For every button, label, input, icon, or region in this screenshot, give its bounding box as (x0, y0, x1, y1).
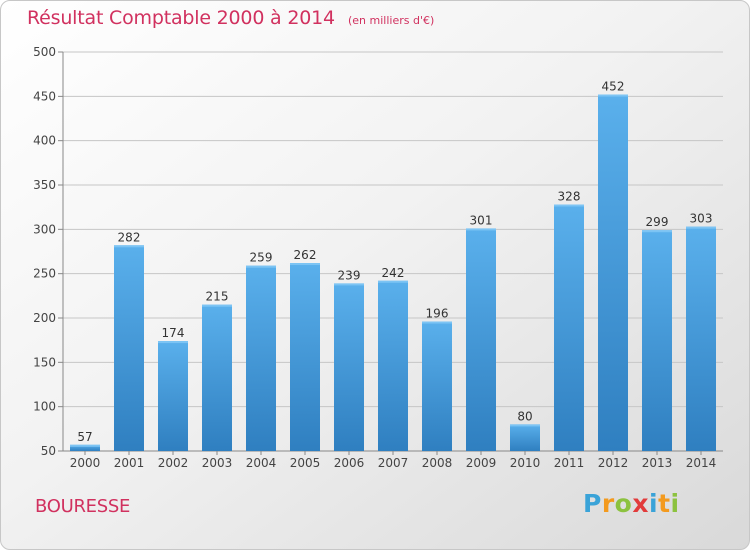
x-tick-label: 2002 (158, 456, 189, 470)
bar-top-highlight (334, 283, 364, 286)
x-tick-label: 2014 (686, 456, 717, 470)
data-label: 303 (690, 212, 713, 226)
bar-top-highlight (686, 226, 716, 229)
logo-letter: x (632, 489, 649, 518)
chart-subtitle: (en milliers d'€) (347, 14, 435, 27)
y-tick-label: 400 (33, 134, 56, 148)
x-tick-label: 2013 (642, 456, 673, 470)
bar-2000 (70, 444, 100, 451)
bar-top-highlight (466, 228, 496, 231)
bar-top-highlight (510, 424, 540, 427)
logo-letter: i (670, 489, 680, 518)
bar-2005 (290, 263, 320, 451)
data-label: 80 (517, 409, 532, 423)
bar-top-highlight (422, 321, 452, 324)
bar-2011 (554, 204, 584, 451)
data-label: 282 (118, 230, 141, 244)
bar-2007 (378, 280, 408, 451)
bar-top-highlight (642, 230, 672, 233)
bar-2010 (510, 424, 540, 451)
bar-top-highlight (246, 265, 276, 268)
x-tick-label: 2012 (598, 456, 629, 470)
x-tick-label: 2008 (422, 456, 453, 470)
bar-2012 (598, 94, 628, 451)
data-label: 215 (206, 290, 229, 304)
bar-2001 (114, 245, 144, 451)
bar-top-highlight (290, 263, 320, 266)
y-tick-label: 200 (33, 311, 56, 325)
logo-letter: r (601, 489, 615, 518)
bar-2002 (158, 341, 188, 451)
bar-2014 (686, 226, 716, 451)
data-label: 328 (558, 190, 581, 204)
logo-letter: i (649, 489, 659, 518)
data-label: 196 (426, 307, 449, 321)
data-label: 259 (250, 251, 273, 265)
x-tick-label: 2005 (290, 456, 321, 470)
y-tick-label: 450 (33, 89, 56, 103)
commune-name: BOURESSE (35, 496, 131, 517)
y-tick-label: 500 (33, 45, 56, 59)
bar-top-highlight (114, 245, 144, 248)
data-label: 452 (602, 80, 625, 94)
bar-2003 (202, 304, 232, 451)
bar-top-highlight (70, 444, 100, 447)
data-label: 174 (162, 326, 185, 340)
bar-2004 (246, 265, 276, 451)
y-tick-label: 150 (33, 355, 56, 369)
data-label: 299 (646, 215, 669, 229)
data-label: 239 (338, 268, 361, 282)
bar-2008 (422, 321, 452, 451)
x-tick-label: 2011 (554, 456, 585, 470)
logo-letter: P (583, 489, 602, 518)
bar-2013 (642, 230, 672, 451)
x-tick-label: 2004 (246, 456, 277, 470)
y-tick-label: 350 (33, 178, 56, 192)
bar-top-highlight (158, 341, 188, 344)
bar-top-highlight (554, 204, 584, 207)
bar-2006 (334, 283, 364, 451)
y-tick-label: 50 (41, 444, 56, 458)
y-tick-label: 250 (33, 267, 56, 281)
title-row: Résultat Comptable 2000 à 2014 (en milli… (27, 7, 434, 29)
bar-top-highlight (202, 304, 232, 307)
logo-letter: o (614, 489, 633, 518)
bar-2009 (466, 228, 496, 451)
y-tick-label: 100 (33, 400, 56, 414)
x-tick-label: 2000 (70, 456, 101, 470)
data-label: 262 (294, 248, 317, 262)
bar-top-highlight (378, 280, 408, 283)
x-tick-label: 2001 (114, 456, 145, 470)
bar-top-highlight (598, 94, 628, 97)
data-label: 242 (382, 266, 405, 280)
x-tick-label: 2009 (466, 456, 497, 470)
x-tick-label: 2007 (378, 456, 409, 470)
x-tick-label: 2010 (510, 456, 541, 470)
data-label: 57 (77, 430, 92, 444)
proxiti-logo: Proxiti (583, 489, 680, 518)
chart-title: Résultat Comptable 2000 à 2014 (27, 7, 335, 29)
data-label: 301 (470, 213, 493, 227)
y-tick-label: 300 (33, 222, 56, 236)
logo-letter: t (658, 489, 671, 518)
x-tick-label: 2006 (334, 456, 365, 470)
x-tick-label: 2003 (202, 456, 233, 470)
